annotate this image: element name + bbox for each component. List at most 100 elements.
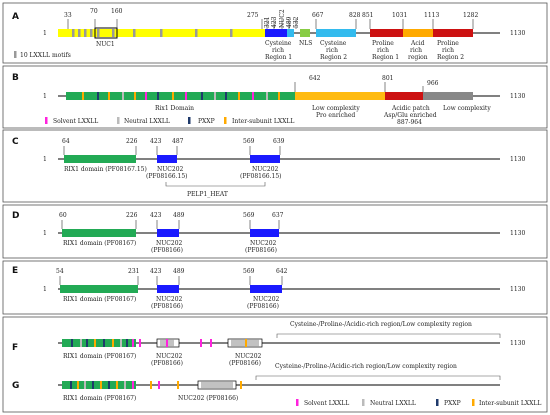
position-number: 64	[62, 138, 70, 145]
panel-a-lxxll-marks	[72, 29, 233, 37]
panel-a: 1 1130	[14, 8, 525, 61]
panel-e-letter: E	[12, 266, 18, 276]
neutral-lxxll-mark	[214, 92, 216, 100]
panel-b-acidic-patch-segment	[385, 92, 423, 100]
panel-e-ticks	[59, 276, 283, 285]
legend-label-pxxp: PXXP	[444, 400, 461, 407]
legend-label-neutral: Neutral LXXLL	[124, 118, 170, 125]
neutral-lxxll-mark	[124, 381, 126, 389]
label-line: Asp/Glu enriched	[383, 112, 437, 119]
region-label-cys1: Cysteine rich Region 1	[265, 40, 293, 61]
region-label-rix1: RIX1 domain (PF08167)	[63, 240, 136, 247]
region-label-nuc1: NUC1	[96, 41, 115, 48]
panel-f-rix1-domain	[62, 339, 136, 347]
panel-c-nuc202-1	[157, 155, 177, 163]
panel-b-letter: B	[12, 73, 19, 83]
position-number: 423	[150, 212, 162, 219]
heat-label: PELP1_HEAT	[187, 191, 228, 198]
inter-subunit-lxxll-mark	[245, 339, 247, 347]
label-line: (PF08166.15)	[146, 173, 188, 180]
panel-d-end: 1130	[510, 230, 525, 237]
label-line: rich	[377, 47, 389, 54]
panel-e-end: 1130	[510, 286, 525, 293]
panel-e-rix1-domain	[60, 285, 138, 293]
inter-subunit-lxxll-mark	[100, 381, 102, 389]
panel-f-bracket	[276, 333, 501, 338]
lxxll-mark	[112, 29, 115, 37]
panel-d-frame	[2, 204, 548, 259]
panel-c-nuc202-2	[250, 155, 280, 163]
panel-a-end: 1130	[510, 30, 525, 37]
region-label-nuc202-2: NUC202 (PF08166.15)	[240, 166, 282, 180]
region-label-acid: Acid rich region	[408, 40, 428, 61]
panel-b: 1 1130 642 801	[43, 75, 525, 126]
inter-subunit-lxxll-mark	[134, 92, 136, 100]
legend-swatch-inter	[472, 399, 475, 406]
label-line: Region 1	[372, 54, 399, 61]
legend-label-solvent: Solvent LXXLL	[304, 400, 349, 407]
panel-e-start: 1	[43, 286, 47, 293]
label-line: NUC202	[156, 353, 183, 360]
panel-d-letter: D	[12, 211, 19, 221]
lxxll-mark	[84, 29, 87, 37]
position-number: 321	[264, 17, 271, 28]
position-number: 489	[173, 212, 185, 219]
inter-subunit-lxxll-mark	[278, 92, 280, 100]
solvent-lxxll-mark	[166, 339, 168, 347]
pxxp-mark	[157, 92, 159, 100]
solvent-lxxll-mark	[132, 381, 134, 389]
label-line: (PF08166)	[151, 247, 183, 254]
legend-swatch-neutral	[362, 399, 365, 406]
label-line: Proline	[372, 40, 394, 47]
position-number: 828	[349, 12, 361, 19]
region-label-cys2: Cysteine rich Region 2	[320, 40, 348, 61]
panel-g-rix1-domain	[62, 381, 136, 389]
label-line: rich	[272, 47, 284, 54]
panel-a-start: 1	[43, 30, 47, 37]
legend-label-neutral: Neutral LXXLL	[370, 400, 416, 407]
region-label-rix1: Rix1 Domain	[155, 105, 194, 112]
region-label-acidic-patch: Acidic patch Asp/Glu enriched 887-964	[383, 105, 439, 126]
region-label-rix1: RIX1 domain (PF08167)	[63, 353, 136, 360]
solvent-lxxll-mark	[185, 92, 187, 100]
lxxll-mark	[133, 29, 136, 37]
inter-subunit-lxxll-mark	[238, 92, 240, 100]
label-line: NUC202	[253, 296, 280, 303]
position-number: 667	[312, 12, 324, 19]
region-label-nuc202: NUC202 (PF08166)	[178, 395, 238, 402]
solvent-lxxll-mark	[158, 381, 160, 389]
position-number: 33	[64, 12, 72, 19]
pxxp-mark	[225, 92, 227, 100]
panel-g-legend: Solvent LXXLL Neutral LXXLL PXXP Inter-s…	[296, 399, 541, 407]
panel-f-end: 1130	[510, 340, 525, 347]
position-number: 532	[293, 16, 300, 28]
panel-fg-frame	[2, 316, 548, 413]
panel-a-top-numbers: 33 70 160 275 321 423 NUC2 489 532 667 8…	[64, 8, 478, 28]
pxxp-mark	[92, 381, 94, 389]
panel-d-start: 1	[43, 230, 47, 237]
panel-b-lowc-segment	[423, 92, 473, 100]
panel-a-nls-segment	[300, 29, 310, 37]
label-line: Acid	[410, 40, 425, 47]
inter-subunit-lxxll-mark	[240, 381, 242, 389]
inter-subunit-lxxll-mark	[172, 92, 174, 100]
legend-label-inter: Inter-subunit LXXLL	[232, 118, 294, 125]
pxxp-mark	[97, 92, 99, 100]
panel-b-motif-marks	[82, 92, 280, 100]
inter-subunit-lxxll-mark	[150, 381, 152, 389]
label-line: Low complexity	[312, 105, 360, 112]
bracket-label: Cysteine-/Proline-/Acidic-rich region/Lo…	[275, 363, 457, 370]
panel-f-letter: F	[12, 343, 18, 353]
inter-subunit-lxxll-mark	[177, 381, 179, 389]
legend-label-inter: Inter-subunit LXXLL	[479, 400, 541, 407]
panel-g: RIX1 domain (PF08167) NUC202 (PF08166) C…	[58, 363, 541, 407]
neutral-lxxll-mark	[266, 92, 268, 100]
panel-g-nuc202-stripe	[201, 381, 233, 389]
panel-c-ticks	[63, 146, 281, 155]
position-number: 801	[382, 75, 393, 82]
region-label-low-complexity: Low complexity	[443, 105, 491, 112]
label-line: Cysteine	[320, 40, 347, 47]
solvent-lxxll-mark	[200, 339, 202, 347]
